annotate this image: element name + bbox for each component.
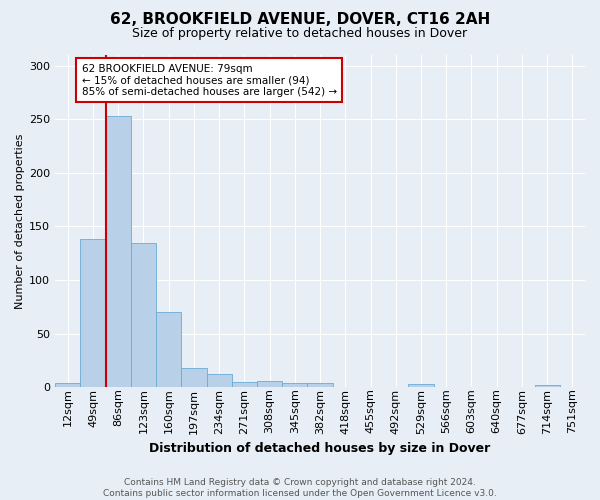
Bar xyxy=(409,384,434,387)
Bar xyxy=(282,383,307,387)
Text: 62 BROOKFIELD AVENUE: 79sqm
← 15% of detached houses are smaller (94)
85% of sem: 62 BROOKFIELD AVENUE: 79sqm ← 15% of det… xyxy=(82,64,337,97)
Y-axis label: Number of detached properties: Number of detached properties xyxy=(15,134,25,309)
Bar xyxy=(535,385,560,387)
Bar xyxy=(80,240,106,387)
Bar xyxy=(131,242,156,387)
Bar xyxy=(257,380,282,387)
Text: Size of property relative to detached houses in Dover: Size of property relative to detached ho… xyxy=(133,28,467,40)
Bar xyxy=(106,116,131,387)
Bar xyxy=(55,383,80,387)
Bar xyxy=(206,374,232,387)
Text: Contains HM Land Registry data © Crown copyright and database right 2024.
Contai: Contains HM Land Registry data © Crown c… xyxy=(103,478,497,498)
Bar xyxy=(156,312,181,387)
Text: 62, BROOKFIELD AVENUE, DOVER, CT16 2AH: 62, BROOKFIELD AVENUE, DOVER, CT16 2AH xyxy=(110,12,490,28)
Bar xyxy=(232,382,257,387)
X-axis label: Distribution of detached houses by size in Dover: Distribution of detached houses by size … xyxy=(149,442,491,455)
Bar xyxy=(307,383,332,387)
Bar xyxy=(181,368,206,387)
